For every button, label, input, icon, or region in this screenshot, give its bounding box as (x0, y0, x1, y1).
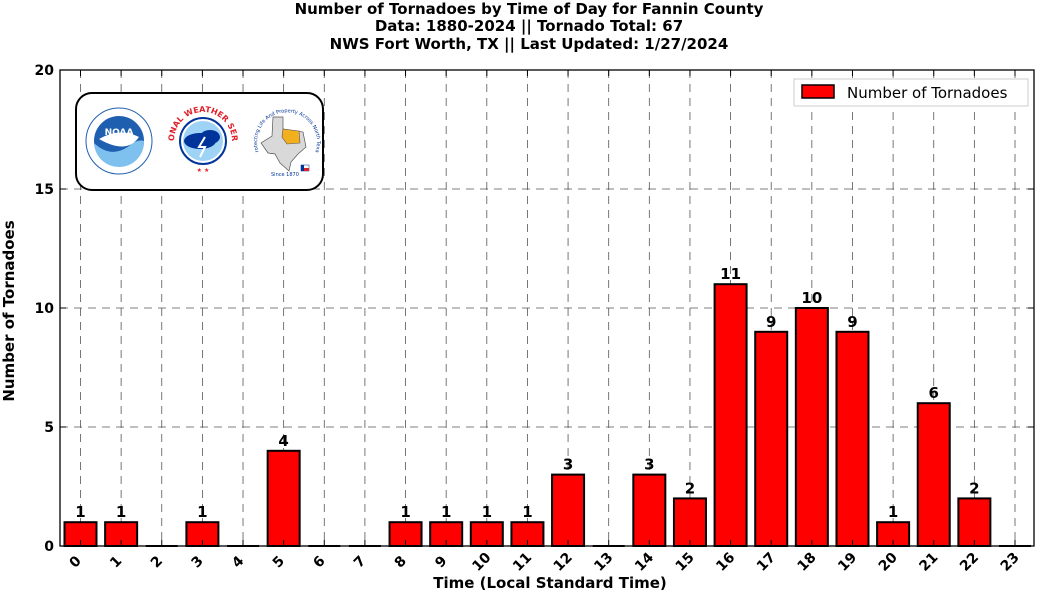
svg-text:★ ★: ★ ★ (197, 167, 210, 174)
x-tick-label: 3 (188, 553, 206, 571)
x-tick-label: 11 (510, 550, 535, 575)
data-label: 6 (929, 384, 939, 402)
bar (551, 473, 586, 548)
y-tick-label: 5 (44, 420, 54, 436)
plot-frame (59, 69, 1035, 547)
bar (713, 283, 748, 547)
noaa-logo: NOAA (85, 107, 153, 175)
x-axis-label: Time (Local Standard Time) (433, 574, 667, 592)
data-label: 1 (522, 503, 532, 521)
x-tick-label: 16 (713, 550, 738, 575)
data-label: 1 (441, 503, 451, 521)
data-label: 2 (969, 479, 979, 497)
bar (957, 497, 992, 547)
x-tick-label: 5 (270, 553, 288, 571)
data-label: 1 (75, 503, 85, 521)
x-tick-label: 19 (835, 550, 860, 575)
x-tick-label: 6 (310, 553, 328, 571)
x-tick-label: 18 (794, 550, 819, 575)
x-tick-label: 2 (148, 553, 166, 571)
x-tick-label: 21 (916, 550, 941, 575)
data-label: 4 (278, 432, 288, 450)
bar (835, 330, 870, 547)
y-tick-label: 10 (35, 301, 55, 317)
data-label: 1 (482, 503, 492, 521)
bar (266, 449, 301, 547)
x-tick-label: 17 (754, 550, 779, 575)
x-tick-label: 15 (673, 550, 698, 575)
y-tick-label: 0 (44, 539, 54, 555)
y-axis-label: Number of Tornadoes (0, 220, 18, 401)
legend-swatch (801, 84, 835, 99)
since-text: Since 1870 (271, 172, 299, 178)
x-tick-label: 23 (998, 550, 1023, 575)
x-tick-label: 9 (432, 553, 450, 571)
data-label: 10 (801, 289, 822, 307)
y-tick-label: 15 (35, 182, 54, 198)
data-label: 11 (720, 265, 741, 283)
data-label: 9 (766, 313, 776, 331)
x-tick-label: 0 (67, 553, 85, 571)
x-tick-label: 20 (876, 549, 901, 574)
bar (794, 307, 829, 547)
noaa-text: NOAA (105, 128, 134, 138)
x-tick-label: 13 (591, 550, 616, 575)
x-tick-label: 4 (229, 553, 247, 571)
y-ticks: 0 5 10 15 20 (35, 63, 1034, 555)
nws-logo: NATIONAL WEATHER SERVICE ★ ★ (167, 105, 239, 174)
x-tick-label: 7 (351, 553, 369, 571)
x-tick-label: 8 (392, 553, 410, 571)
logo-panel: NOAA NATIONAL WEATHER SERVICE ★ ★ Protec… (75, 92, 324, 191)
bar (632, 473, 667, 548)
chart-title: Number of Tornadoes by Time of Day for F… (295, 0, 764, 54)
data-label: 1 (888, 503, 898, 521)
bars (63, 283, 1031, 548)
x-tick-label: 14 (632, 549, 657, 574)
data-label: 9 (847, 313, 857, 331)
bar (672, 497, 707, 547)
legend: Number of Tornadoes (793, 78, 1029, 107)
bar (754, 330, 789, 547)
data-label: 2 (685, 479, 695, 497)
y-tick-label: 20 (35, 63, 55, 79)
data-label: 3 (563, 456, 573, 474)
chart-title-line-2: Data: 1880-2024 || Tornado Total: 67 (375, 17, 683, 36)
x-tick-label: 1 (107, 553, 125, 571)
data-label: 3 (644, 456, 654, 474)
data-label: 1 (116, 503, 126, 521)
data-label: 1 (400, 503, 410, 521)
x-tick-label: 22 (957, 550, 982, 575)
legend-label: Number of Tornadoes (847, 84, 1008, 102)
bar (916, 402, 951, 548)
x-tick-label: 12 (551, 550, 576, 575)
x-tick-label: 10 (469, 549, 494, 574)
chart-title-line-1: Number of Tornadoes by Time of Day for F… (295, 0, 764, 18)
data-label: 1 (197, 503, 207, 521)
chart-title-line-3: NWS Fort Worth, TX || Last Updated: 1/27… (330, 35, 729, 54)
